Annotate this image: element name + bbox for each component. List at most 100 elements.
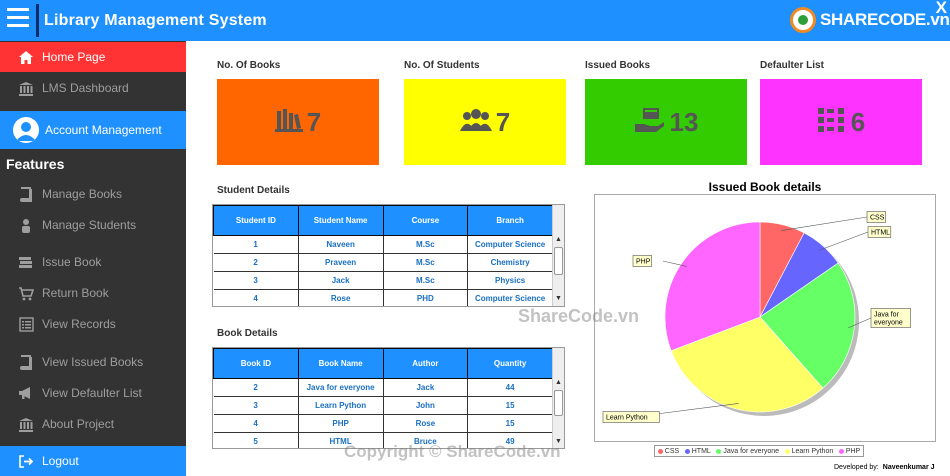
sidebar-item-label: About Project (42, 417, 115, 431)
pie-slice[interactable] (664, 221, 761, 352)
table-cell: Rose (298, 289, 384, 306)
table-cell: M.Sc (383, 271, 469, 290)
column-header[interactable]: Student Name (297, 205, 384, 236)
table-cell: PHP (298, 414, 384, 433)
svg-text:Learn Python: Learn Python (606, 415, 648, 422)
table-row[interactable]: 3 Learn Python John 15 (213, 396, 553, 415)
table-cell: 3 (213, 396, 299, 415)
scroll-down-icon[interactable]: ▼ (555, 438, 562, 445)
column-header[interactable]: Student ID (213, 205, 299, 236)
legend-item: Learn Python (784, 448, 833, 455)
legend-item: PHP (838, 447, 861, 455)
sidebar-item-account-management[interactable]: Account Management (0, 111, 186, 149)
stat-card-books: 7 (217, 79, 379, 165)
table-cell: 2 (213, 378, 299, 397)
close-button[interactable]: X (935, 0, 947, 17)
logout-icon (16, 452, 36, 470)
svg-text:HTML: HTML (871, 230, 890, 237)
column-header[interactable]: Author (382, 348, 469, 379)
table-header-row: Book ID Book Name Author Quantity (213, 348, 553, 379)
sidebar-item-view-records[interactable]: View Records (0, 309, 186, 339)
pie-slice[interactable] (759, 262, 856, 389)
sidebar-item-issue-book[interactable]: Issue Book (0, 247, 186, 277)
table-cell: Computer Science (467, 235, 553, 254)
student-table-scrollbar[interactable]: ▲ ▼ (552, 205, 564, 306)
stat-value-books: 7 (306, 106, 322, 137)
table-cell: 4 (213, 414, 299, 433)
legend-swatch (784, 448, 790, 454)
sidebar-item-view-issued-books[interactable]: View Issued Books (0, 347, 186, 377)
stat-card-issued: 13 (585, 79, 747, 165)
hand-book-icon (634, 106, 666, 139)
developer-credit: Developed by: Naveenkumar J (834, 464, 935, 471)
sidebar-item-return-book[interactable]: Return Book (0, 278, 186, 308)
column-header[interactable]: Book ID (213, 348, 299, 379)
book-icon (16, 353, 36, 371)
student-details-heading: Student Details (217, 185, 290, 196)
stat-label-defaulters: Defaulter List (760, 60, 824, 71)
book-table[interactable]: Book ID Book Name Author Quantity 2 Java … (212, 347, 565, 449)
legend-label: HTML (691, 447, 711, 455)
legend-item: HTML (684, 447, 711, 455)
table-cell: Rose (383, 414, 469, 433)
sidebar-item-about-project[interactable]: About Project (0, 409, 186, 439)
scroll-up-icon[interactable]: ▲ (555, 236, 562, 243)
scroll-up-icon[interactable]: ▲ (555, 379, 562, 386)
sidebar-item-label: Manage Students (42, 218, 137, 232)
scroll-down-icon[interactable]: ▼ (555, 295, 562, 302)
table-cell: M.Sc (383, 235, 469, 254)
pie-slice-label: HTML (867, 226, 892, 238)
column-header[interactable]: Course (382, 205, 469, 236)
stat-card-students: 7 (404, 79, 566, 165)
scrollbar-thumb[interactable] (554, 390, 563, 416)
table-cell: 49 (467, 432, 553, 448)
megaphone-icon (16, 384, 36, 402)
legend-label: PHP (845, 447, 861, 455)
sidebar-item-manage-students[interactable]: Manage Students (0, 210, 186, 240)
table-header-row: Student ID Student Name Course Branch (213, 205, 553, 236)
bank-icon (16, 79, 36, 97)
scrollbar-thumb[interactable] (554, 247, 563, 275)
table-cell: Bruce (383, 432, 469, 448)
sidebar-item-label: Logout (42, 454, 79, 468)
sidebar-item-label: Home Page (42, 50, 106, 64)
table-row[interactable]: 2 Praveen M.Sc Chemistry (213, 253, 553, 272)
table-cell: 5 (213, 432, 299, 448)
book-table-scrollbar[interactable]: ▲ ▼ (552, 348, 564, 448)
table-row[interactable]: 2 Java for everyone Jack 44 (213, 378, 553, 397)
list-icon (16, 315, 36, 333)
user-avatar-icon (13, 117, 39, 143)
pie-slice[interactable] (670, 316, 824, 413)
cart-icon (16, 284, 36, 302)
grid-list-icon (817, 106, 847, 139)
sidebar-item-manage-books[interactable]: Manage Books (0, 179, 186, 209)
table-cell: Computer Science (467, 289, 553, 306)
sidebar-item-label: Account Management (45, 123, 162, 137)
column-header[interactable]: Quantity (467, 348, 553, 379)
sidebar-item-label: Return Book (42, 286, 109, 300)
logo-text: SHARECODE.vn (820, 10, 950, 29)
sidebar-item-logout[interactable]: Logout (0, 446, 186, 476)
table-cell: 44 (467, 378, 553, 397)
column-header[interactable]: Branch (467, 205, 553, 236)
column-header[interactable]: Book Name (297, 348, 384, 379)
table-row[interactable]: 3 Jack M.Sc Physics (213, 271, 553, 290)
table-row[interactable]: 5 HTML Bruce 49 (213, 432, 553, 448)
table-cell: Java for everyone (298, 378, 384, 397)
stat-label-students: No. Of Students (404, 60, 480, 71)
sidebar-item-lms-dashboard[interactable]: LMS Dashboard (0, 73, 186, 103)
menu-icon[interactable] (7, 8, 29, 30)
table-row[interactable]: 4 Rose PHD Computer Science (213, 289, 553, 306)
table-cell: Jack (298, 271, 384, 290)
table-row[interactable]: 1 Naveen M.Sc Computer Science (213, 235, 553, 254)
pie-chart-panel: CSS HTML Java for everyone Learn Python PHP (594, 194, 936, 442)
table-cell: 3 (213, 271, 299, 290)
legend-item: Java for everyone (716, 448, 779, 455)
table-row[interactable]: 4 PHP Rose 15 (213, 414, 553, 433)
legend-label: Java for everyone (723, 447, 780, 455)
sidebar-item-view-defaulter-list[interactable]: View Defaulter List (0, 378, 186, 408)
table-cell: Chemistry (467, 253, 553, 272)
sidebar-item-home[interactable]: Home Page (0, 42, 186, 72)
